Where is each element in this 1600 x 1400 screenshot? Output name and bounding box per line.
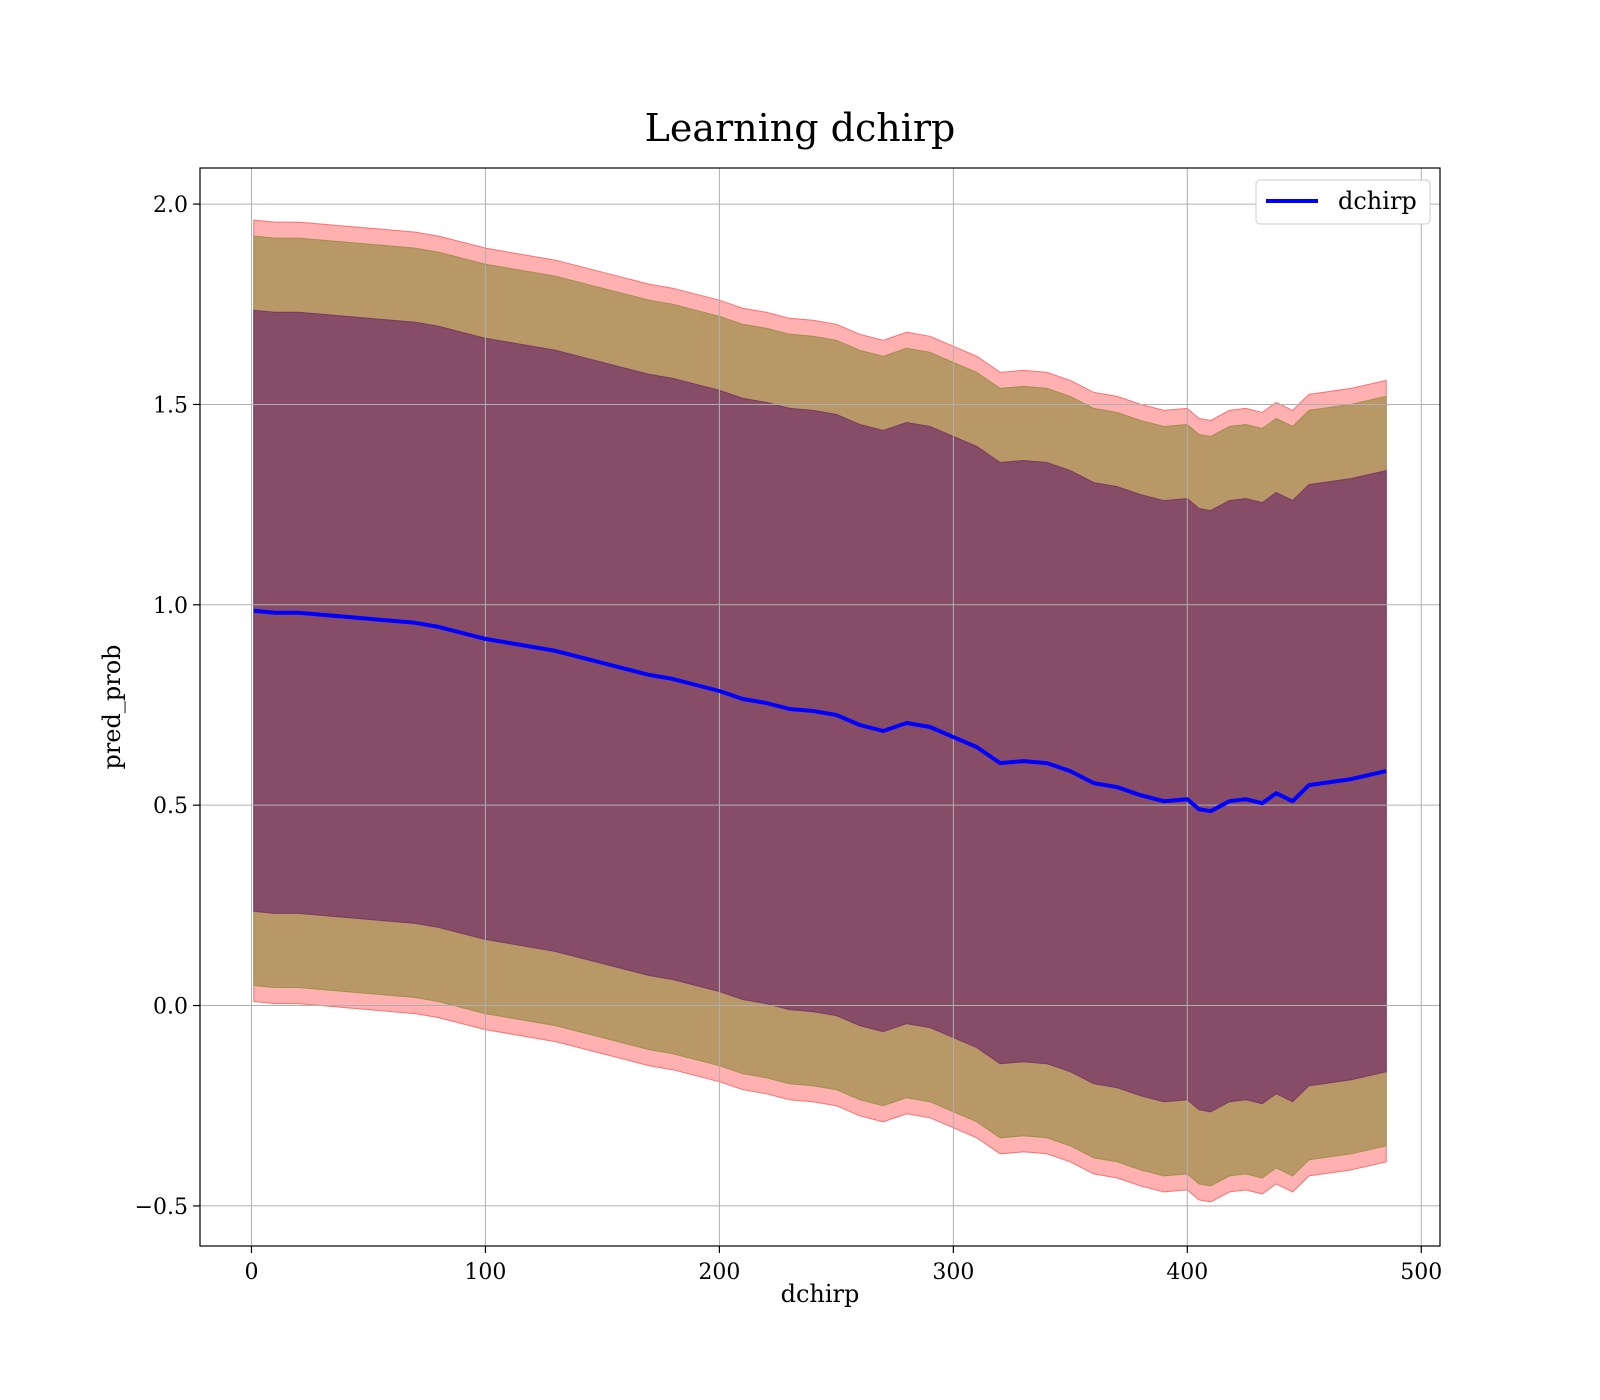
y-tick-label: 1.0 bbox=[153, 594, 188, 619]
legend: dchirp bbox=[1255, 179, 1431, 225]
y-tick-label: 1.5 bbox=[153, 393, 188, 418]
y-axis: −0.5 0.0 0.5 1.0 1.5 2.0 bbox=[135, 193, 200, 1220]
legend-box bbox=[1255, 179, 1431, 225]
x-tick-label: 200 bbox=[698, 1260, 740, 1285]
y-tick-label: 0.5 bbox=[153, 794, 188, 819]
chart-title: Learning dchirp bbox=[645, 106, 956, 150]
legend-entry-dchirp: dchirp bbox=[1338, 187, 1417, 215]
x-tick-label: 500 bbox=[1400, 1260, 1442, 1285]
x-tick-label: 300 bbox=[932, 1260, 974, 1285]
grid bbox=[200, 168, 1440, 1246]
x-tick-label: 0 bbox=[244, 1260, 258, 1285]
x-axis: 0 100 200 300 400 500 bbox=[244, 1246, 1442, 1285]
plot-area bbox=[199, 167, 1441, 1247]
x-tick-label: 100 bbox=[464, 1260, 506, 1285]
line-layer bbox=[253, 608, 1387, 814]
series-line-dchirp bbox=[253, 608, 1387, 814]
x-axis-label: dchirp bbox=[781, 1280, 860, 1308]
x-tick-label: 400 bbox=[1166, 1260, 1208, 1285]
y-tick-label: 2.0 bbox=[153, 193, 188, 218]
y-tick-label: −0.5 bbox=[135, 1195, 188, 1220]
y-tick-label: 0.0 bbox=[153, 995, 188, 1020]
y-axis-label: pred_prob bbox=[98, 644, 126, 769]
plot-frame bbox=[199, 167, 1441, 1247]
